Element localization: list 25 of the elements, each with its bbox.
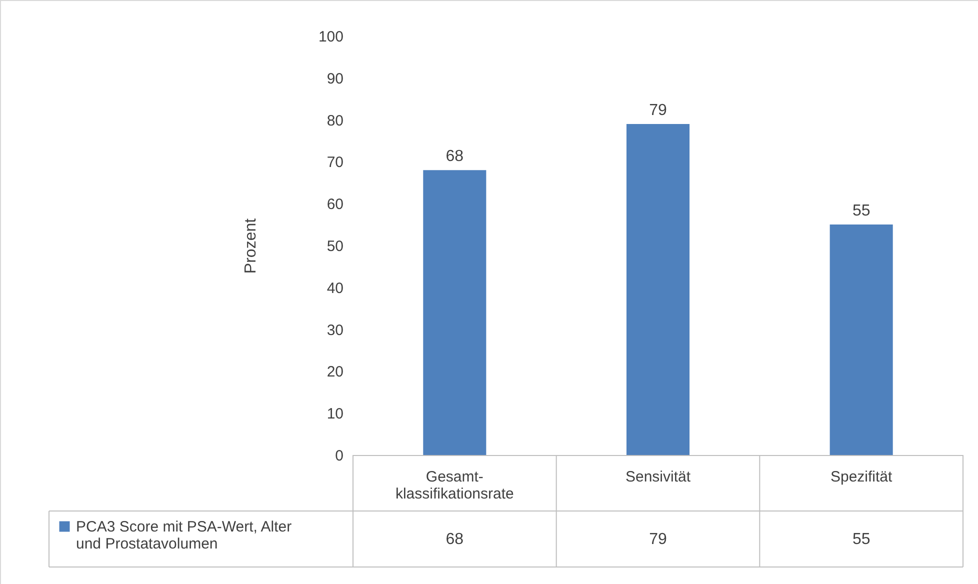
annotation: 68 bbox=[446, 148, 464, 166]
x-tick-label: Gesamt-klassifikationsrate bbox=[395, 468, 514, 502]
legend-label: PCA3 Score mit PSA-Wert, Alter und Prostatavolumen bbox=[76, 518, 292, 552]
y-tick-label: 10 bbox=[326, 406, 344, 423]
y-axis-title: Prozent bbox=[242, 218, 260, 274]
y-tick-label: 0 bbox=[335, 448, 344, 464]
x-tick-label: Spezifität bbox=[830, 468, 894, 486]
y-tick-label: 50 bbox=[326, 238, 344, 255]
data-label: 68 bbox=[446, 531, 464, 548]
x-tick-label: Sensivität bbox=[625, 468, 692, 486]
y-tick-label: 30 bbox=[326, 322, 344, 339]
annotation: 55 bbox=[852, 202, 870, 220]
y-tick-label: 80 bbox=[326, 112, 344, 130]
y-tick-label: 90 bbox=[326, 70, 344, 88]
y-tick-label: 60 bbox=[326, 196, 344, 214]
annotation: 79 bbox=[649, 102, 667, 119]
bar bbox=[626, 124, 690, 455]
y-tick-label: 40 bbox=[326, 280, 344, 297]
data-label: 79 bbox=[649, 531, 667, 548]
y-tick-label: 100 bbox=[318, 28, 344, 46]
y-tick-label: 20 bbox=[326, 364, 344, 381]
data-label: 55 bbox=[852, 531, 870, 548]
y-tick-label: 70 bbox=[326, 154, 344, 172]
bar bbox=[423, 170, 486, 455]
bar bbox=[830, 224, 893, 455]
